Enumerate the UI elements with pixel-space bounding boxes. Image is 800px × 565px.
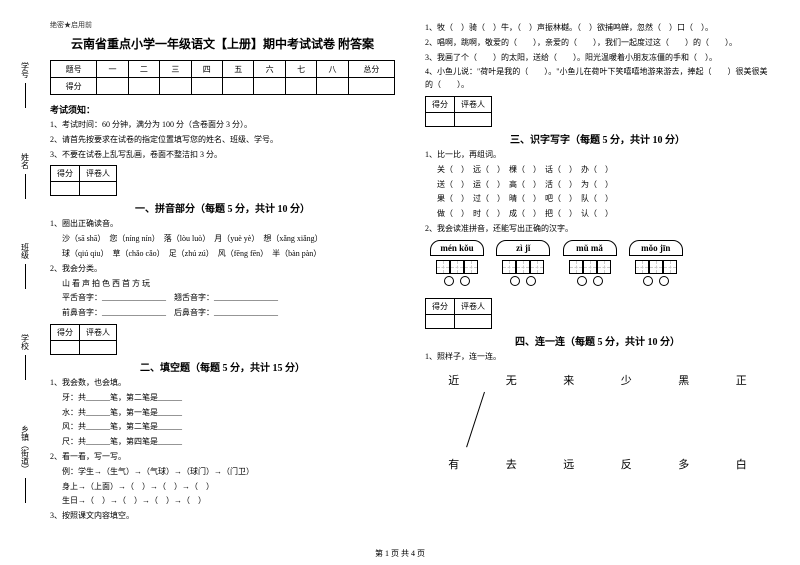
pinyin-line: 沙（sā shā） 您（níng nín） 落（lòu luò） 月（yuè y… — [62, 233, 395, 246]
cell: 题号 — [51, 61, 97, 78]
fill-text: 1、牧（ ）骑（ ）牛，（ ）声振林樾。（ ）欲捕鸣蝉，忽然（ ）口（ ）。 — [425, 22, 770, 35]
question: 1、比一比，再组词。 — [425, 149, 770, 162]
question: 3、按照课文内容填空。 — [50, 510, 395, 523]
pinyin-label: zì jǐ — [496, 240, 550, 256]
cell: 评卷人 — [80, 324, 117, 340]
cell: 得分 — [426, 96, 455, 112]
question: 2、我会读准拼音，还能写出正确的汉字。 — [425, 223, 770, 236]
connect-word: 近 — [448, 372, 459, 388]
cell: 三 — [160, 61, 191, 78]
eval-box: 得分评卷人 — [50, 165, 117, 196]
cell: 得分 — [51, 166, 80, 182]
fill-line: 身上→（上面）→（ ）→（ ）→（ ） — [62, 481, 395, 494]
notice-item: 3、不要在试卷上乱写乱画，卷面不整洁扣 3 分。 — [50, 149, 395, 162]
margin-label: 班级 — [20, 243, 31, 289]
fill-line: 水：共______笔，第一笔是______ — [62, 407, 395, 420]
pair-line: 送（ ） 运（ ） 高（ ） 活（ ） 为（ ） — [437, 179, 770, 192]
fill-text: 2、唱啊，跳啊，敬爱的（ ），亲爱的（ ），我们一起度过这（ ）的（ ）。 — [425, 37, 770, 50]
question: 1、我会数，也会填。 — [50, 377, 395, 390]
pinyin-label: mǔ mǎ — [563, 240, 617, 256]
char-list: 山 看 声 拍 色 西 首 方 玩 — [62, 278, 395, 291]
connect-word: 黑 — [678, 372, 689, 388]
question: 1、圈出正确读音。 — [50, 218, 395, 231]
confidential-label: 绝密★启用前 — [50, 20, 395, 30]
connect-top-row: 近 无 来 少 黑 正 — [425, 372, 770, 388]
fill-line: 尺：共______笔，第四笔是______ — [62, 436, 395, 449]
example-line-icon — [466, 391, 485, 446]
page-body: 绝密★启用前 云南省重点小学一年级语文【上册】期中考试试卷 附答案 题号 一 二… — [0, 0, 800, 540]
connect-word: 有 — [448, 456, 459, 472]
exam-title: 云南省重点小学一年级语文【上册】期中考试试卷 附答案 — [50, 35, 395, 52]
cell: 评卷人 — [455, 96, 492, 112]
eval-box: 得分评卷人 — [50, 324, 117, 355]
pinyin-block: mǔ mǎ — [560, 238, 620, 288]
pinyin-line: 球（qiú qiu） 草（chǎo cǎo） 足（zhú zú） 风（fēng … — [62, 248, 395, 261]
pinyin-label: mén kǒu — [430, 240, 484, 256]
question: 2、看一看，写一写。 — [50, 451, 395, 464]
margin-label: 学校 — [20, 334, 31, 380]
connect-word: 去 — [506, 456, 517, 472]
margin-label: 学号 — [20, 62, 31, 108]
score-table: 题号 一 二 三 四 五 六 七 八 总分 得分 — [50, 60, 395, 95]
question: 1、照样子，连一连。 — [425, 351, 770, 364]
pinyin-write-area: mén kǒu zì jǐ mǔ mǎ mǒo jīn — [425, 238, 770, 288]
connect-word: 少 — [621, 372, 632, 388]
example-line: 例：学生→（生气）→（气球）→（球门）→（门卫） — [62, 466, 395, 479]
eval-box: 得分评卷人 — [425, 96, 492, 127]
eval-box: 得分评卷人 — [425, 298, 492, 329]
section-title: 二、填空题（每题 5 分，共计 15 分） — [50, 359, 395, 374]
notice-item: 1、考试时间：60 分钟，满分为 100 分（含卷面分 3 分）。 — [50, 119, 395, 132]
blank-line: 平舌音字：________________ 翘舌音字：_____________… — [62, 292, 395, 305]
fill-line: 风：共______笔，第二笔是______ — [62, 421, 395, 434]
connect-word: 来 — [563, 372, 574, 388]
margin-label: 乡镇（街道） — [20, 425, 31, 503]
section-title: 一、拼音部分（每题 5 分，共计 10 分） — [50, 200, 395, 215]
pair-line: 做（ ） 时（ ） 成（ ） 把（ ） 认（ ） — [437, 208, 770, 221]
question: 2、我会分类。 — [50, 263, 395, 276]
cell: 六 — [254, 61, 285, 78]
cell: 一 — [97, 61, 128, 78]
notice-item: 2、请首先按要求在试卷的指定位置填写您的姓名、班级、学号。 — [50, 134, 395, 147]
cell: 七 — [285, 61, 316, 78]
connect-word: 无 — [506, 372, 517, 388]
fill-line: 牙：共______笔，第二笔是______ — [62, 392, 395, 405]
fill-text: 3、我画了个（ ）的太阳，送给（ ）。阳光温暖着小朋友冻僵的手和（ ）。 — [425, 52, 770, 65]
cell: 四 — [191, 61, 222, 78]
connect-word: 反 — [621, 456, 632, 472]
connect-word: 正 — [736, 372, 747, 388]
connect-word: 远 — [563, 456, 574, 472]
cell: 评卷人 — [80, 166, 117, 182]
cell: 五 — [222, 61, 253, 78]
blank-line: 前鼻音字：________________ 后鼻音字：_____________… — [62, 307, 395, 320]
table-row: 得分 — [51, 78, 395, 95]
pinyin-block: zì jǐ — [493, 238, 553, 288]
pinyin-block: mén kǒu — [427, 238, 487, 288]
cell: 得分 — [426, 298, 455, 314]
pair-line: 果（ ） 过（ ） 晴（ ） 吧（ ） 队（ ） — [437, 193, 770, 206]
margin-label: 姓名 — [20, 153, 31, 199]
connect-word: 多 — [678, 456, 689, 472]
cell: 得分 — [51, 78, 97, 95]
notice-title: 考试须知： — [50, 103, 395, 116]
cell: 总分 — [348, 61, 394, 78]
section-title: 三、识字写字（每题 5 分，共计 10 分） — [425, 131, 770, 146]
left-column: 绝密★启用前 云南省重点小学一年级语文【上册】期中考试试卷 附答案 题号 一 二… — [50, 20, 395, 525]
connect-word: 白 — [736, 456, 747, 472]
cell: 八 — [317, 61, 348, 78]
cell: 评卷人 — [455, 298, 492, 314]
section-title: 四、连一连（每题 5 分，共计 10 分） — [425, 333, 770, 348]
page-footer: 第 1 页 共 4 页 — [0, 548, 800, 559]
connect-bottom-row: 有 去 远 反 多 白 — [425, 456, 770, 472]
pinyin-block: mǒo jīn — [626, 238, 686, 288]
cell: 得分 — [51, 324, 80, 340]
pinyin-label: mǒo jīn — [629, 240, 683, 256]
binding-margin: 学号 姓名 班级 学校 乡镇（街道） — [0, 0, 50, 565]
table-row: 题号 一 二 三 四 五 六 七 八 总分 — [51, 61, 395, 78]
fill-line: 生日→（ ）→（ ）→（ ）→（ ） — [62, 495, 395, 508]
pair-line: 关（ ） 远（ ） 棵（ ） 话（ ） 办（ ） — [437, 164, 770, 177]
cell: 二 — [128, 61, 159, 78]
connect-exercise: 近 无 来 少 黑 正 有 去 远 反 多 白 — [425, 372, 770, 472]
right-column: 1、牧（ ）骑（ ）牛，（ ）声振林樾。（ ）欲捕鸣蝉，忽然（ ）口（ ）。 2… — [425, 20, 770, 525]
fill-text: 4、小鱼儿说："荷叶是我的（ ）。"小鱼儿在荷叶下笑嘻嘻地游来游去，捧起（ ）很… — [425, 66, 770, 92]
